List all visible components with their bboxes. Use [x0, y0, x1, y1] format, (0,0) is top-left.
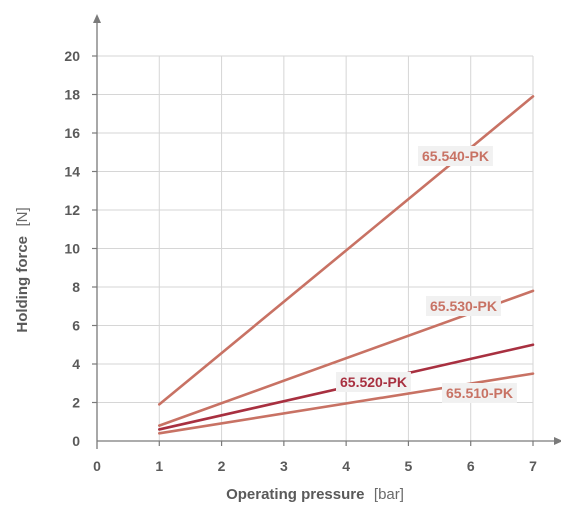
y-tick-label-14: 14 [64, 164, 80, 180]
grid [97, 55, 534, 441]
x-axis-title: Operating pressure [bar] [226, 486, 404, 503]
x-tick-label-7: 7 [529, 458, 537, 474]
series-label-65.510-PK: 65.510-PK [446, 385, 513, 401]
series-label-bg-65.540-PK [418, 146, 493, 166]
x-tick-label-0: 0 [93, 458, 101, 474]
x-tick-label-1: 1 [155, 458, 163, 474]
axes [93, 14, 561, 449]
x-tick-label-2: 2 [218, 458, 226, 474]
y-axis-title: Holding force [N] [14, 207, 31, 332]
series-label-bg-65.520-PK [336, 372, 411, 392]
series-label-65.540-PK: 65.540-PK [422, 148, 489, 164]
y-axis-unit: [N] [14, 207, 31, 226]
y-tick-label-12: 12 [64, 202, 80, 218]
series-labels: 65.540-PK 65.530-PK 65.520-PK 65.510-PK [336, 146, 517, 403]
y-tick-label-4: 4 [72, 356, 80, 372]
series-label-bg-65.510-PK [442, 383, 517, 403]
x-axis-title-text: Operating pressure [226, 486, 364, 503]
x-tick-label-5: 5 [405, 458, 413, 474]
y-tick-label-16: 16 [64, 125, 80, 141]
y-axis-arrow [93, 14, 101, 23]
y-tick-label-0: 0 [72, 433, 80, 449]
y-axis-title-text: Holding force [14, 236, 31, 333]
y-tick-label-8: 8 [72, 279, 80, 295]
y-tick-label-6: 6 [72, 318, 80, 334]
y-tick-label-2: 2 [72, 395, 80, 411]
x-tick-label-4: 4 [342, 458, 350, 474]
x-axis-unit: [bar] [374, 486, 404, 503]
series-label-65.520-PK: 65.520-PK [340, 374, 407, 390]
x-tick-labels: 0 1 2 3 4 5 6 7 [93, 441, 537, 474]
x-tick-label-6: 6 [467, 458, 475, 474]
y-tick-labels: 0 2 4 6 8 10 12 14 16 18 20 [64, 48, 97, 449]
x-tick-label-3: 3 [280, 458, 288, 474]
x-axis-arrow [554, 437, 561, 445]
y-tick-label-10: 10 [64, 241, 80, 257]
series-label-bg-65.530-PK [426, 296, 501, 316]
series-label-65.530-PK: 65.530-PK [430, 298, 497, 314]
y-tick-label-20: 20 [64, 48, 80, 64]
y-tick-label-18: 18 [64, 87, 80, 103]
